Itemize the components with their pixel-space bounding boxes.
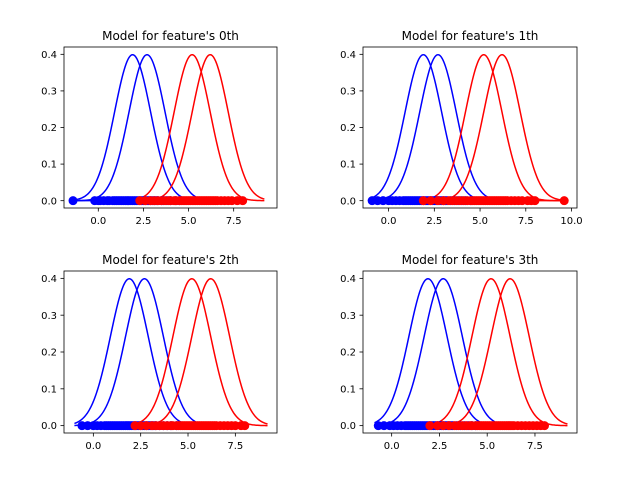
chart-title: Model for feature's 0th — [102, 29, 239, 43]
x-tick-label: 0.0 — [90, 216, 106, 227]
y-tick-label: 0.4 — [340, 274, 356, 285]
plot-area — [68, 53, 265, 206]
x-tick-label: 7.5 — [527, 441, 543, 452]
x-tick-label: 2.5 — [431, 441, 447, 452]
x-tick-label: 7.5 — [227, 441, 243, 452]
y-tick-label: 0.2 — [340, 348, 356, 359]
sample-point — [238, 196, 248, 206]
y-tick-label: 0.1 — [41, 160, 57, 171]
y-tick-label: 0.4 — [340, 50, 356, 61]
x-tick-label: 2.5 — [133, 441, 149, 452]
model-curve-1 — [374, 278, 496, 427]
y-tick-label: 0.3 — [340, 311, 356, 322]
sample-point — [540, 421, 550, 431]
subplot-1: 0.0 2.5 5.0 7.5 10.0 0.0 0.1 0.2 0.3 0.4 Model for… — [340, 29, 583, 227]
sample-point — [418, 196, 428, 206]
y-tick-label: 0.3 — [340, 87, 356, 98]
x-tick-label: 7.5 — [518, 216, 534, 227]
y-tick-label: 0.3 — [41, 87, 57, 98]
y-tick-label: 0.2 — [41, 123, 57, 134]
chart-title: Model for feature's 1th — [402, 29, 539, 43]
y-tick-label: 0.0 — [340, 421, 356, 432]
y-tick-label: 0.0 — [41, 196, 57, 207]
x-tick-label: 5.0 — [181, 216, 197, 227]
x-tick-label: 2.5 — [426, 216, 442, 227]
y-tick-label: 0.0 — [340, 196, 356, 207]
x-tick-label: 5.0 — [472, 216, 488, 227]
model-curve-2 — [423, 53, 565, 202]
plot-area — [373, 277, 568, 431]
y-tick-label: 0.2 — [41, 348, 57, 359]
x-tick-label: 0.0 — [85, 441, 101, 452]
x-tick-label: 7.5 — [226, 216, 242, 227]
y-tick-label: 0.4 — [41, 274, 57, 285]
x-tick-label: 0.0 — [381, 216, 397, 227]
model-curve-0 — [72, 53, 196, 202]
x-tick-label: 5.0 — [180, 441, 196, 452]
subplot-2: 0.0 2.5 5.0 7.5 0.0 0.1 0.2 0.3 0.4 Model for fea… — [41, 253, 278, 452]
sample-point — [240, 421, 250, 431]
x-tick-label: 0.0 — [384, 441, 400, 452]
sample-point — [68, 196, 78, 206]
y-tick-label: 0.2 — [340, 123, 356, 134]
chart-title: Model for feature's 2th — [102, 253, 239, 267]
plot-area — [367, 53, 569, 206]
x-tick-label: 10.0 — [560, 216, 582, 227]
x-tick-label: 5.0 — [479, 441, 495, 452]
y-tick-label: 0.4 — [41, 50, 57, 61]
subplot-0: 0.0 2.5 5.0 7.5 0.0 0.1 0.2 0.3 0.4 Model for fea… — [41, 29, 278, 227]
model-curve-1 — [74, 278, 196, 427]
model-curve-0 — [374, 277, 495, 427]
subplot-3: 0.0 2.5 5.0 7.5 0.0 0.1 0.2 0.3 0.4 Model for fea… — [340, 253, 578, 452]
x-tick-label: 2.5 — [135, 216, 151, 227]
y-tick-label: 0.1 — [340, 160, 356, 171]
plot-area — [74, 278, 268, 431]
chart-title: Model for feature's 3th — [402, 253, 539, 267]
sample-point — [426, 196, 436, 206]
y-tick-label: 0.3 — [41, 311, 57, 322]
sample-point — [425, 421, 435, 431]
sample-point — [530, 196, 540, 206]
model-curve-0 — [74, 278, 196, 427]
sample-point — [559, 196, 569, 206]
y-tick-label: 0.1 — [340, 384, 356, 395]
y-tick-label: 0.1 — [41, 384, 57, 395]
y-tick-label: 0.0 — [41, 421, 57, 432]
